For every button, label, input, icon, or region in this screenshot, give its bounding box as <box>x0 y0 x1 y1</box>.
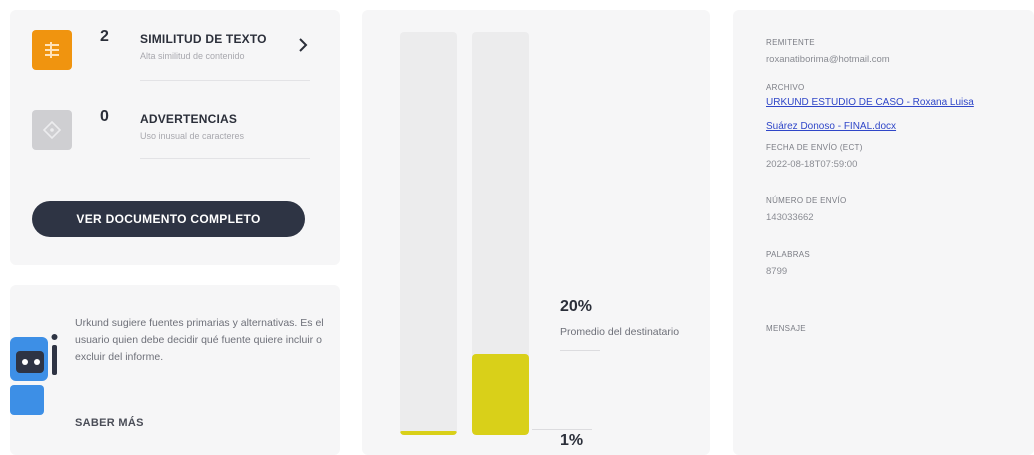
bar-1 <box>400 430 457 435</box>
robot-mascot-icon <box>10 334 58 415</box>
view-full-document-button[interactable]: VER DOCUMENTO COMPLETO <box>32 201 305 237</box>
stats-card: 2 SIMILITUD DE TEXTO Alta similitud de c… <box>10 10 340 265</box>
submission-number-label: NÚMERO DE ENVÍO <box>766 196 847 205</box>
similarity-title: SIMILITUD DE TEXTO <box>140 32 267 46</box>
warnings-subtitle: Uso inusual de caracteres <box>140 131 245 141</box>
bar-track-1 <box>400 32 457 435</box>
words-label: PALABRAS <box>766 250 811 259</box>
file-link-line-2[interactable]: Suárez Donoso - FINAL.docx <box>766 121 897 132</box>
metadata-card: REMITENTE roxanatiborima@hotmail.com ARC… <box>733 10 1034 455</box>
info-description: Urkund sugiere fuentes primarias y alter… <box>75 317 324 363</box>
reference-line <box>532 429 592 430</box>
warning-diamond-icon <box>32 110 72 150</box>
bar-2 <box>472 354 529 435</box>
row-divider <box>140 80 310 81</box>
sender-label: REMITENTE <box>766 38 815 47</box>
chevron-right-icon[interactable] <box>295 37 311 53</box>
reference-line <box>560 350 600 351</box>
warnings-row[interactable]: 0 ADVERTENCIAS Uso inusual de caracteres <box>10 90 340 170</box>
words-value: 8799 <box>766 266 788 277</box>
file-label: ARCHIVO <box>766 83 805 92</box>
warnings-count: 0 <box>100 108 109 125</box>
document-value: 1% <box>560 432 584 449</box>
warnings-title: ADVERTENCIAS <box>140 112 238 126</box>
submission-number-value: 143033662 <box>766 212 814 223</box>
chart-card: 20% Promedio del destinatario 1% <box>362 10 710 455</box>
date-value: 2022-08-18T07:59:00 <box>766 159 858 170</box>
bar-track-2 <box>472 32 529 435</box>
row-divider <box>140 158 310 159</box>
recipient-average-value: 20% <box>560 298 593 315</box>
recipient-average-label: Promedio del destinatario <box>560 326 680 338</box>
date-label: FECHA DE ENVÍO (ECT) <box>766 143 863 152</box>
learn-more-link[interactable]: SABER MÁS <box>75 417 144 429</box>
info-card: Urkund sugiere fuentes primarias y alter… <box>10 285 340 455</box>
message-label: MENSAJE <box>766 324 806 333</box>
similarity-count: 2 <box>100 28 109 45</box>
similarity-subtitle: Alta similitud de contenido <box>140 51 245 61</box>
similarity-row[interactable]: 2 SIMILITUD DE TEXTO Alta similitud de c… <box>10 10 340 90</box>
file-link-line-1[interactable]: URKUND ESTUDIO DE CASO - Roxana Luisa <box>766 97 974 108</box>
similarity-icon <box>32 30 72 70</box>
sender-value: roxanatiborima@hotmail.com <box>766 54 890 65</box>
